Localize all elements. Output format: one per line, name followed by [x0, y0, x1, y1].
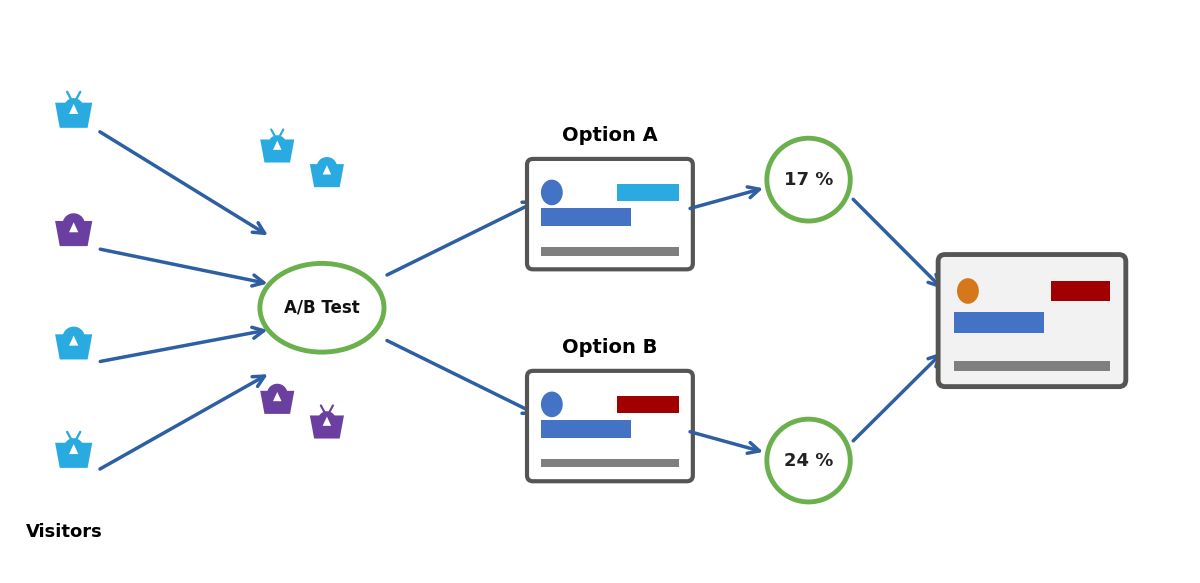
Ellipse shape: [541, 392, 563, 417]
FancyBboxPatch shape: [541, 247, 679, 255]
Polygon shape: [55, 442, 92, 468]
Polygon shape: [272, 141, 282, 150]
Polygon shape: [70, 444, 78, 454]
Circle shape: [268, 384, 288, 404]
Polygon shape: [55, 334, 92, 360]
Circle shape: [264, 395, 274, 404]
Polygon shape: [310, 164, 344, 187]
Polygon shape: [310, 416, 344, 438]
FancyBboxPatch shape: [274, 399, 281, 405]
Circle shape: [77, 225, 88, 236]
Circle shape: [60, 338, 71, 349]
Circle shape: [64, 438, 83, 458]
Circle shape: [269, 387, 286, 404]
FancyBboxPatch shape: [70, 451, 78, 458]
FancyBboxPatch shape: [938, 255, 1126, 387]
FancyBboxPatch shape: [541, 420, 631, 438]
Polygon shape: [70, 336, 78, 346]
FancyBboxPatch shape: [274, 147, 281, 153]
Circle shape: [269, 135, 286, 153]
FancyBboxPatch shape: [617, 396, 679, 413]
Circle shape: [77, 338, 88, 349]
FancyBboxPatch shape: [527, 159, 692, 269]
FancyBboxPatch shape: [323, 172, 331, 178]
Text: 24 %: 24 %: [784, 452, 833, 469]
Text: Option A: Option A: [562, 126, 658, 145]
Text: Option B: Option B: [563, 338, 658, 357]
Circle shape: [62, 326, 85, 349]
FancyBboxPatch shape: [954, 361, 1110, 371]
Circle shape: [62, 213, 85, 236]
Circle shape: [318, 160, 336, 178]
Circle shape: [281, 395, 290, 404]
FancyBboxPatch shape: [541, 459, 679, 468]
Text: A/B Test: A/B Test: [284, 298, 360, 317]
FancyBboxPatch shape: [541, 208, 631, 226]
FancyBboxPatch shape: [1051, 281, 1110, 301]
Text: Visitors: Visitors: [26, 522, 103, 540]
Polygon shape: [55, 221, 92, 246]
Circle shape: [64, 330, 83, 349]
Circle shape: [317, 157, 337, 177]
Polygon shape: [70, 104, 78, 114]
Polygon shape: [272, 392, 282, 401]
Ellipse shape: [541, 180, 563, 205]
FancyBboxPatch shape: [617, 184, 679, 201]
Circle shape: [330, 168, 340, 177]
Circle shape: [64, 216, 83, 236]
Ellipse shape: [260, 264, 384, 352]
FancyBboxPatch shape: [70, 343, 78, 349]
FancyBboxPatch shape: [527, 371, 692, 481]
Text: 17 %: 17 %: [784, 171, 833, 189]
Polygon shape: [260, 391, 294, 414]
FancyBboxPatch shape: [954, 312, 1044, 333]
Circle shape: [64, 98, 83, 117]
FancyBboxPatch shape: [323, 423, 331, 429]
Polygon shape: [70, 222, 78, 232]
FancyBboxPatch shape: [70, 111, 78, 118]
Polygon shape: [260, 139, 294, 163]
Circle shape: [60, 225, 71, 236]
Ellipse shape: [958, 278, 979, 304]
Polygon shape: [323, 417, 331, 426]
Polygon shape: [55, 103, 92, 128]
Circle shape: [318, 411, 336, 429]
FancyBboxPatch shape: [70, 229, 78, 236]
Polygon shape: [323, 165, 331, 174]
Circle shape: [314, 168, 324, 177]
